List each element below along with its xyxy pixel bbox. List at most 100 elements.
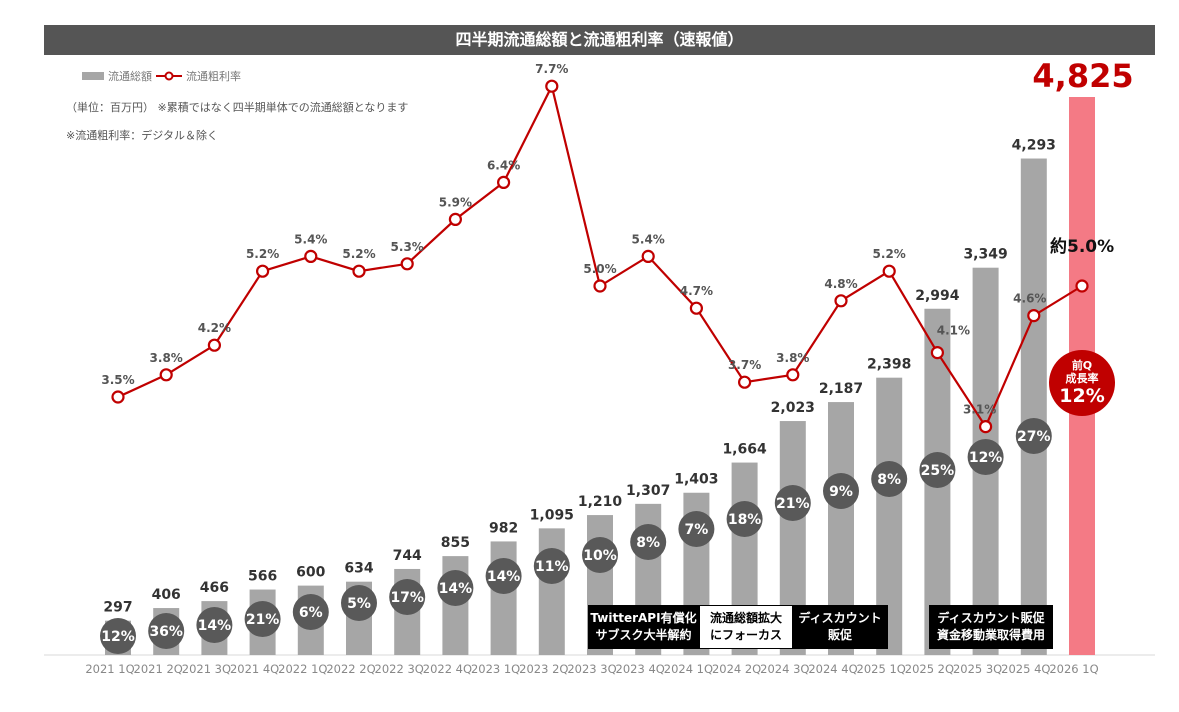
rate-point: [737, 375, 752, 389]
yoy-growth-circle: [437, 570, 474, 606]
bar-value-label: 1,095: [530, 507, 574, 523]
rate-point: [1075, 279, 1089, 293]
x-tick-label: 2023 4Q: [616, 662, 665, 676]
legend-bar-swatch: [82, 72, 104, 80]
x-tick-label: 2022 3Q: [375, 662, 424, 676]
rate-point: [786, 368, 800, 382]
bar-value-label: 855: [441, 535, 470, 551]
yoy-growth-label: 25%: [921, 463, 955, 479]
chart-title: 四半期流通総額と流通粗利率（速報値）: [44, 25, 1155, 55]
growth-label-1: 前Q: [1071, 359, 1093, 372]
yoy-growth-circle: [823, 473, 859, 509]
annotation-discount: ディスカウント 販促: [792, 605, 888, 649]
legend-line-label: 流通粗利率: [186, 70, 241, 83]
yoy-growth-label: 17%: [390, 590, 424, 606]
yoy-growth-label: 12%: [969, 450, 1003, 466]
x-tick-label: 2025 3Q: [953, 662, 1002, 676]
rate-label: 5.4%: [294, 232, 327, 246]
yoy-growth-circle: [196, 607, 233, 643]
growth-label-2: 成長率: [1065, 372, 1099, 385]
rate-point: [545, 79, 559, 93]
rate-label: 3.8%: [776, 351, 809, 365]
yoy-growth-label: 7%: [685, 522, 709, 538]
rate-label: 3.8%: [150, 351, 183, 365]
x-tick-label: 2021 3Q: [182, 662, 231, 676]
yoy-growth-label: 27%: [1017, 429, 1051, 445]
annotation-discount-funds: ディスカウント販促 資金移動業取得費用: [929, 605, 1053, 649]
yoy-growth-circle: [967, 439, 1004, 475]
bar-2023-2Q: [538, 528, 565, 655]
yoy-growth-circle: [1015, 418, 1052, 454]
rate-label: 3.7%: [728, 358, 761, 372]
rate-point: [641, 249, 655, 263]
yoy-growth-label: 14%: [487, 569, 521, 585]
rate-point: [352, 264, 366, 278]
yoy-growth-circle: [774, 485, 811, 521]
qoq-growth-badge: 前Q 成長率 12%: [1049, 350, 1115, 416]
yoy-growth-circle: [389, 579, 426, 615]
rate-label: 4.8%: [824, 277, 857, 291]
x-tick-label: 2022 4Q: [423, 662, 472, 676]
bar-value-label: 466: [200, 580, 229, 596]
bar-value-label: 600: [296, 565, 325, 581]
yoy-growth-label: 10%: [583, 548, 617, 564]
rate-point: [834, 294, 848, 308]
rate-label: 4.2%: [198, 321, 231, 335]
yoy-growth-label: 14%: [198, 618, 232, 634]
yoy-growth-label: 11%: [535, 559, 569, 575]
x-tick-label: 2025 2Q: [905, 662, 954, 676]
rate-label: 5.9%: [439, 195, 472, 209]
yoy-growth-circle: [341, 585, 377, 621]
yoy-growth-circle: [582, 537, 618, 573]
yoy-growth-label: 9%: [829, 484, 853, 500]
rate-point: [207, 338, 221, 352]
yoy-growth-label: 14%: [439, 581, 473, 597]
yoy-growth-circle: [630, 524, 667, 560]
bar-2025-4Q: [1020, 158, 1047, 655]
rate-note: ※流通粗利率：デジタル＆除く: [66, 129, 218, 142]
rate-label: 4.1%: [937, 324, 970, 338]
x-tick-label: 2024 3Q: [760, 662, 809, 676]
rate-label: 7.7%: [535, 62, 568, 76]
bar-value-label: 1,210: [578, 494, 623, 510]
bar-value-label: 2,187: [819, 381, 863, 397]
rate-point: [304, 249, 318, 263]
legend: 流通総額 流通粗利率: [82, 68, 241, 84]
rate-label: 5.2%: [873, 247, 906, 261]
bar-value-label: 297: [103, 600, 132, 616]
x-tick-label: 2021 2Q: [134, 662, 183, 676]
unit-note: （単位：百万円） ※累積ではなく四半期単体での流通総額となります: [66, 101, 409, 114]
rate-label: 5.2%: [342, 247, 375, 261]
rate-point: [1027, 309, 1041, 323]
rate-label: 5.2%: [246, 247, 279, 261]
bar-value-label: 1,307: [626, 483, 670, 499]
yoy-growth-label: 36%: [149, 624, 183, 640]
yoy-growth-label: 12%: [101, 629, 135, 645]
bar-value-label: 1,664: [722, 442, 767, 458]
yoy-growth-circle: [292, 594, 329, 630]
x-tick-label: 2024 4Q: [808, 662, 857, 676]
legend-bar-label: 流通総額: [108, 70, 152, 83]
latest-rate-label: 約5.0%: [1050, 237, 1115, 257]
yoy-growth-circle: [678, 511, 715, 547]
rate-label: 3.5%: [101, 373, 134, 387]
x-tick-label: 2026 1Q: [1049, 662, 1098, 676]
yoy-growth-label: 18%: [728, 512, 762, 528]
bar-value-label: 982: [489, 520, 518, 536]
rate-label: 5.0%: [583, 262, 616, 276]
x-tick-label: 2023 1Q: [471, 662, 520, 676]
legend-line-swatch: [156, 71, 182, 81]
rate-point: [930, 346, 945, 360]
rate-label: 5.4%: [632, 232, 665, 246]
rate-point: [593, 279, 607, 293]
bar-value-label: 2,398: [867, 357, 911, 373]
x-tick-label: 2024 2Q: [712, 662, 761, 676]
x-tick-label: 2022 1Q: [278, 662, 327, 676]
x-tick-label: 2021 4Q: [230, 662, 279, 676]
yoy-growth-circle: [485, 558, 522, 594]
latest-gmv-value: 4,825: [1032, 57, 1134, 95]
yoy-growth-circle: [533, 548, 570, 584]
yoy-growth-circle: [919, 452, 956, 488]
x-tick-label: 2025 4Q: [1001, 662, 1050, 676]
